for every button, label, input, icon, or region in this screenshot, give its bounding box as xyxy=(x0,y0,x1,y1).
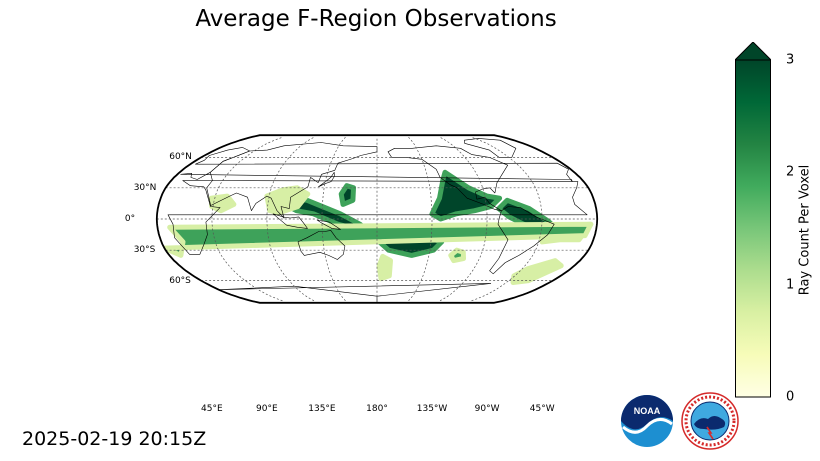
density-region-china-south-asia xyxy=(264,185,311,216)
map-title: Average F-Region Observations xyxy=(195,6,557,32)
longitude-label: 45°W xyxy=(529,404,555,414)
coastline-greenland xyxy=(464,138,517,158)
latitude-label: 60°S xyxy=(169,275,191,286)
colorbar-gradient xyxy=(735,59,771,398)
timestamp: 2025-02-19 20:15Z xyxy=(22,428,207,450)
density-region-japan-east xyxy=(338,183,356,207)
coastline-antarctica xyxy=(218,283,492,303)
longitude-gridline xyxy=(266,136,315,302)
longitude-label: 90°W xyxy=(474,404,500,414)
noaa-logo: NOAA xyxy=(621,395,673,447)
colorbar-tick-label: 3 xyxy=(786,52,795,68)
nws-logo xyxy=(681,392,739,450)
longitude-label: 90°E xyxy=(256,404,278,414)
density-region-south-pacific-patch xyxy=(448,247,466,264)
latitude-label: 0° xyxy=(124,214,136,224)
longitude-label: 135°W xyxy=(416,404,448,414)
coastline-new-guinea xyxy=(316,219,341,230)
colorbar-label: Ray Count Per Voxel xyxy=(797,164,813,296)
coastlines-layer xyxy=(167,138,588,303)
coastline-north-america xyxy=(387,145,508,211)
coastline-indonesia xyxy=(272,213,308,229)
density-region-north-pacific-east xyxy=(429,169,503,222)
longitude-gridline xyxy=(408,136,433,302)
coastline-europe xyxy=(180,147,573,182)
colorbar-tick-label: 2 xyxy=(786,164,795,180)
colorbar-tick-label: 1 xyxy=(786,277,795,293)
latitude-label: 60°N xyxy=(169,152,192,163)
longitude-gridline xyxy=(439,136,488,302)
colorbar xyxy=(735,42,771,398)
coastline-south-america xyxy=(489,206,555,275)
longitude-label: 180° xyxy=(366,404,388,414)
colorbar-extend-arrow xyxy=(735,42,771,61)
density-region-east-australia xyxy=(376,253,393,282)
noaa-logo-text: NOAA xyxy=(634,406,661,416)
density-region-southern-africa xyxy=(161,221,594,258)
graticule-layer xyxy=(156,136,598,302)
longitude-label: 135°E xyxy=(308,404,336,414)
latitude-label: 30°S xyxy=(133,245,156,256)
latitude-label: 30°N xyxy=(133,182,157,193)
coastline-australia xyxy=(297,230,346,260)
density-region-southern-ocean-atlantic xyxy=(510,258,564,285)
coastline-africa xyxy=(167,180,588,255)
globe-outline xyxy=(155,134,599,304)
longitude-label: 45°E xyxy=(200,404,223,414)
colorbar-tick-label: 0 xyxy=(786,389,795,405)
observation-density-layer xyxy=(161,169,594,285)
coastline-japan xyxy=(318,172,335,188)
